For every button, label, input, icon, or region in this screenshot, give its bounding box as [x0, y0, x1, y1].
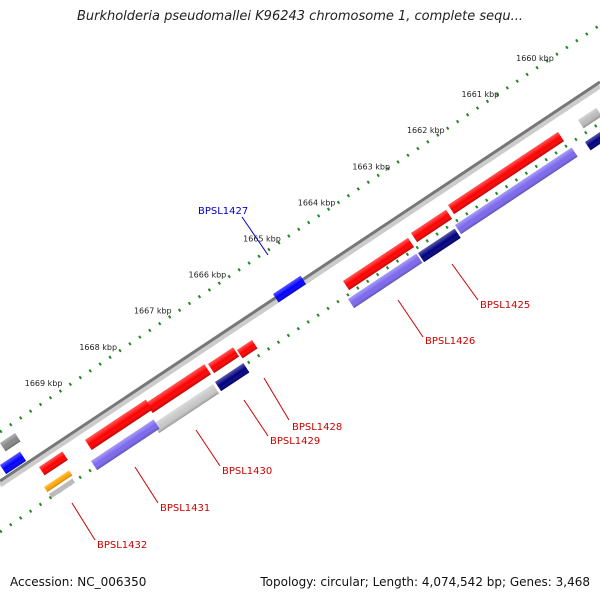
tick-label: 1669 kbp — [25, 379, 63, 388]
leader-bpsl1425 — [451, 263, 479, 301]
gene-label-bpsl1429[interactable]: BPSL1429 — [270, 436, 320, 447]
cds-bpsl1425-forward[interactable] — [448, 131, 565, 215]
tick-label: 1660 kbp — [516, 54, 554, 63]
gene-label-bpsl1431[interactable]: BPSL1431 — [160, 503, 210, 514]
leader-lines — [71, 216, 479, 541]
gene-label-bpsl1432[interactable]: BPSL1432 — [97, 540, 147, 551]
map-title: Burkholderia pseudomallei K96243 chromos… — [76, 9, 524, 24]
cds-bpsl1430-gray[interactable] — [153, 384, 220, 434]
tick-labels: 1660 kbp 1661 kbp 1662 kbp 1663 kbp 1664 kbp… — [25, 54, 554, 388]
leader-bpsl1430 — [195, 429, 221, 467]
cds-forward-2[interactable] — [411, 209, 453, 243]
outer-tick-ring — [0, 23, 600, 434]
cds-forward-4[interactable] — [237, 340, 258, 359]
cds-bpsl1429-navy[interactable] — [215, 363, 250, 392]
leader-bpsl1429 — [243, 399, 269, 437]
tick-label: 1663 kbp — [352, 162, 390, 171]
accession-text: Accession: NC_006350 — [10, 575, 147, 589]
feature-bpsl1427-blue[interactable] — [273, 275, 307, 303]
gene-label-bpsl1427[interactable]: BPSL1427 — [198, 206, 248, 217]
cds-forward-3[interactable] — [343, 237, 415, 291]
cds-navy-1[interactable] — [418, 228, 461, 263]
feature-gray-left[interactable] — [0, 433, 21, 452]
leader-bpsl1428 — [263, 377, 290, 421]
leader-bpsl1432 — [71, 502, 96, 541]
cds-bpsl1425-reverse[interactable] — [455, 147, 578, 235]
topology-text: Topology: circular; Length: 4,074,542 bp… — [260, 575, 590, 589]
tick-label: 1665 kbp — [243, 235, 281, 244]
cds-forward-7[interactable] — [85, 399, 153, 450]
gene-label-bpsl1428[interactable]: BPSL1428 — [292, 422, 342, 433]
leader-bpsl1427 — [241, 216, 269, 256]
tick-label: 1667 kbp — [134, 307, 172, 316]
feature-gray-small[interactable] — [49, 478, 76, 499]
gene-label-bpsl1425[interactable]: BPSL1425 — [480, 300, 530, 311]
gene-label-bpsl1426[interactable]: BPSL1426 — [425, 336, 475, 347]
leader-bpsl1431 — [134, 466, 159, 504]
inner-tick-ring — [0, 121, 600, 534]
feature-orange[interactable] — [44, 470, 73, 492]
tick-label: 1661 kbp — [462, 90, 500, 99]
features — [0, 107, 600, 499]
tick-label: 1668 kbp — [79, 343, 117, 352]
gene-label-bpsl1430[interactable]: BPSL1430 — [222, 466, 272, 477]
cds-gray-top-right[interactable] — [578, 107, 600, 129]
tick-label: 1664 kbp — [298, 198, 336, 207]
tick-label: 1666 kbp — [189, 271, 227, 280]
cds-bpsl1431-reverse[interactable] — [91, 419, 160, 471]
cds-bpsl1428-forward[interactable] — [208, 347, 240, 374]
feature-blue-left[interactable] — [0, 451, 27, 475]
cds-forward-6[interactable] — [146, 364, 211, 413]
cds-bpsl1432-forward[interactable] — [39, 451, 68, 476]
tick-label: 1662 kbp — [407, 126, 445, 135]
cds-bpsl1426-reverse[interactable] — [348, 253, 423, 309]
gene-labels: BPSL1425 BPSL1426 BPSL1427 BPSL1428 BPSL… — [97, 206, 530, 551]
leader-bpsl1426 — [397, 299, 424, 338]
cds-navy-top-right[interactable] — [585, 130, 600, 151]
